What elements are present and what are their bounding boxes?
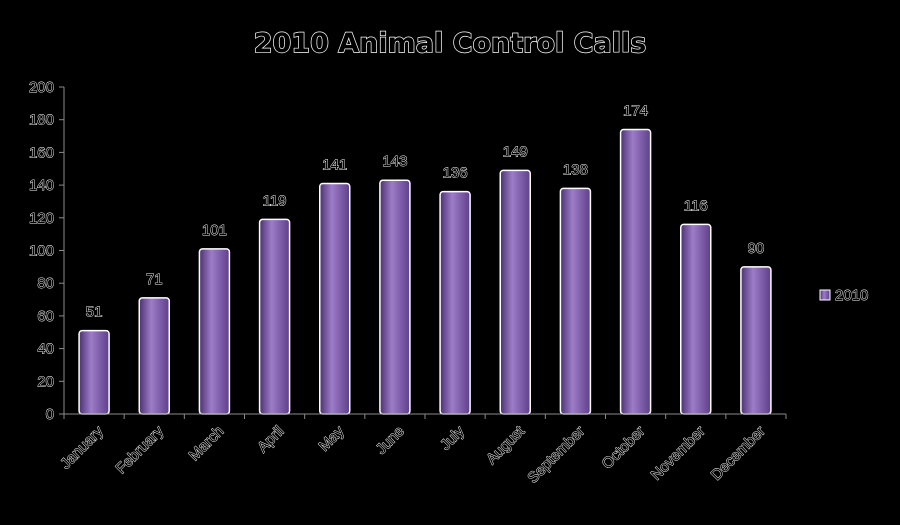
y-tick-label: 60 (37, 308, 54, 325)
data-label: 141 (322, 156, 347, 173)
bar (740, 266, 772, 415)
bar (680, 223, 712, 415)
bar (138, 297, 170, 415)
legend-label: 2010 (835, 287, 868, 304)
bar (198, 248, 231, 415)
bar (258, 218, 291, 415)
bar (619, 128, 652, 415)
x-tick-label: April (254, 423, 287, 456)
x-tick-label: May (316, 422, 348, 454)
y-tick-label: 80 (37, 275, 54, 292)
bar (319, 182, 351, 415)
x-tick-label: January (57, 422, 107, 472)
x-tick-label: June (373, 423, 408, 458)
bar (559, 187, 592, 415)
x-tick-label: November (648, 423, 709, 484)
y-tick-label: 160 (29, 144, 54, 161)
bar (499, 169, 531, 415)
y-axis: 0 20 40 60 80 100 120 140 160 180 200 (29, 79, 65, 423)
data-label: 119 (263, 192, 287, 209)
x-axis: January February March April May June July Augu… (57, 413, 787, 487)
y-tick-label: 180 (29, 112, 54, 129)
data-label: 71 (146, 271, 163, 288)
data-label: 136 (443, 165, 468, 182)
data-label: 143 (382, 153, 407, 170)
x-tick-label: October (599, 423, 649, 473)
x-tick-label: December (708, 423, 769, 484)
bar (379, 179, 411, 415)
legend-swatch (819, 289, 831, 301)
x-tick-label: February (113, 422, 168, 477)
data-label: 149 (503, 143, 528, 160)
y-tick-label: 120 (29, 210, 54, 227)
y-tick-label: 100 (29, 243, 54, 260)
data-label: 101 (202, 222, 227, 239)
data-label: 138 (563, 161, 588, 178)
bars (78, 128, 772, 415)
y-tick-label: 40 (37, 341, 54, 358)
bar (78, 329, 110, 415)
y-tick-label: 20 (37, 373, 54, 390)
y-tick-label: 0 (46, 406, 54, 423)
x-tick-label: August (483, 422, 529, 468)
x-tick-label: September (524, 423, 588, 487)
bar (439, 190, 471, 415)
y-tick-label: 200 (29, 79, 54, 96)
legend: 2010 (819, 287, 869, 304)
data-label: 51 (86, 304, 103, 321)
y-tick-label: 140 (29, 177, 54, 194)
x-tick-label: March (186, 423, 227, 464)
data-label: 90 (748, 240, 765, 257)
data-labels: 51 71 101 119 141 143 136 149 138 174 116 90 (85, 102, 765, 321)
data-label: 174 (623, 103, 648, 120)
data-label: 116 (684, 197, 708, 214)
x-tick-label: July (437, 422, 468, 453)
chart-title: 2010 Animal Control Calls (254, 28, 647, 59)
